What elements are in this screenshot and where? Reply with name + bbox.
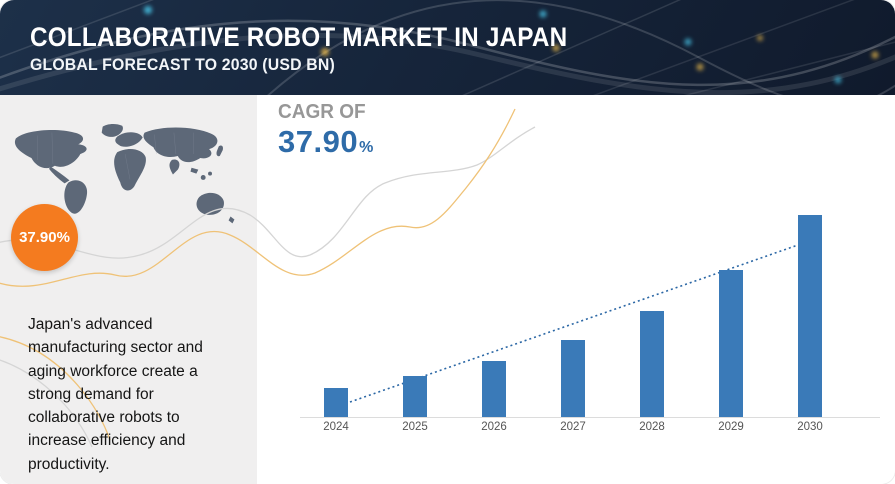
bar-2024 bbox=[324, 388, 348, 417]
page-title: COLLABORATIVE ROBOT MARKET IN JAPAN bbox=[30, 22, 568, 52]
cagr-badge: 37.90% bbox=[11, 204, 78, 271]
content: 37.90% Japan's advanced manufacturing se… bbox=[0, 95, 895, 484]
cagr-percent-sign: % bbox=[359, 139, 374, 156]
bar-label-2027: 2027 bbox=[560, 421, 586, 433]
cagr-block: CAGR OF 37.90 % bbox=[278, 101, 373, 160]
bar-2027 bbox=[561, 340, 585, 417]
cagr-badge-label: 37.90% bbox=[19, 229, 70, 246]
bar-label-2030: 2030 bbox=[797, 421, 823, 433]
cagr-value: 37.90 bbox=[278, 124, 359, 159]
bar-label-2024: 2024 bbox=[323, 421, 349, 433]
bar-label-2026: 2026 bbox=[481, 421, 507, 433]
bar-label-2029: 2029 bbox=[718, 421, 744, 433]
bar-2029 bbox=[719, 270, 743, 417]
bar-2030 bbox=[798, 215, 822, 417]
header: COLLABORATIVE ROBOT MARKET IN JAPAN GLOB… bbox=[0, 0, 895, 95]
bar-label-2025: 2025 bbox=[402, 421, 428, 433]
market-description: Japan's advanced manufacturing sector an… bbox=[28, 316, 203, 473]
page-subtitle: GLOBAL FORECAST TO 2030 (USD BN) bbox=[30, 55, 335, 74]
cagr-label: CAGR OF bbox=[278, 101, 366, 123]
bar-2025 bbox=[403, 376, 427, 417]
bar-label-2028: 2028 bbox=[639, 421, 665, 433]
bar-chart: 2024 2025 2026 2027 2028 2029 2030 bbox=[300, 95, 885, 440]
bar-2028 bbox=[640, 311, 664, 417]
network-curves-graphic bbox=[0, 0, 895, 95]
bar-2026 bbox=[482, 361, 506, 417]
header-text-block: COLLABORATIVE ROBOT MARKET IN JAPAN GLOB… bbox=[30, 22, 627, 75]
